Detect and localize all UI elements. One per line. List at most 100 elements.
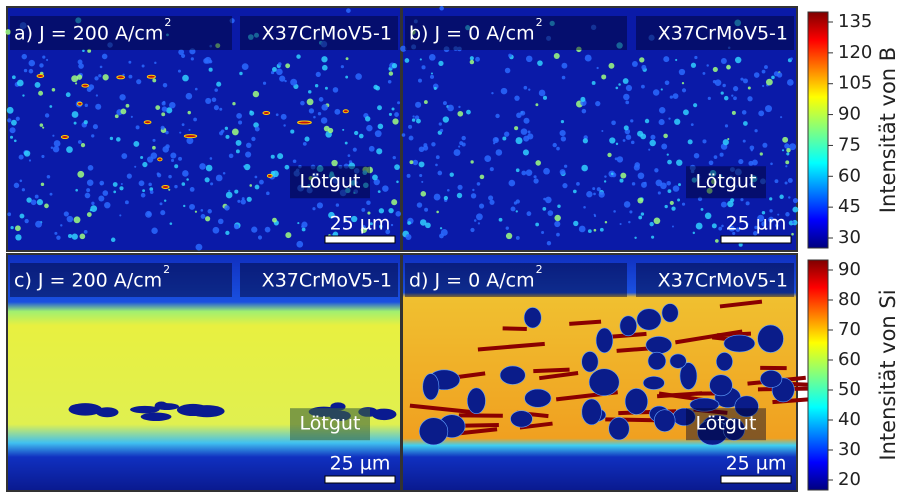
- speck: [334, 109, 340, 115]
- speck: [743, 121, 748, 126]
- grain: [609, 417, 630, 440]
- speck: [419, 146, 425, 152]
- speck: [271, 155, 275, 159]
- hotspot: [267, 174, 272, 177]
- speck: [754, 72, 760, 78]
- speck: [249, 184, 252, 187]
- speck: [592, 187, 595, 190]
- speck: [24, 69, 27, 72]
- scale-bar: [721, 236, 791, 243]
- panel-label: a) J = 200 A/cm: [14, 23, 163, 45]
- grain: [758, 325, 784, 353]
- speck: [77, 171, 84, 178]
- speck: [579, 226, 586, 233]
- speck: [168, 189, 170, 191]
- speck: [791, 233, 794, 236]
- speck: [535, 223, 539, 227]
- void: [155, 402, 168, 410]
- speck: [765, 105, 772, 112]
- speck: [178, 49, 184, 55]
- speck: [653, 89, 660, 96]
- speck: [17, 80, 24, 87]
- speck: [493, 142, 495, 144]
- hotspot: [61, 136, 68, 139]
- speck: [474, 219, 477, 222]
- speck: [316, 72, 321, 77]
- speck: [161, 126, 165, 130]
- speck: [226, 192, 233, 199]
- speck: [586, 191, 592, 197]
- speck: [649, 222, 653, 226]
- speck: [366, 200, 371, 205]
- speck: [266, 192, 270, 196]
- speck: [667, 160, 672, 165]
- speck: [678, 183, 681, 186]
- speck: [405, 58, 410, 63]
- hotspot: [298, 121, 312, 124]
- speck: [666, 181, 671, 186]
- speck: [516, 210, 518, 212]
- speck: [318, 112, 321, 115]
- speck: [51, 147, 53, 149]
- speck: [520, 111, 525, 116]
- speck: [764, 65, 768, 69]
- speck: [493, 137, 499, 143]
- tick-label: 50: [838, 379, 861, 400]
- speck: [15, 234, 21, 240]
- speck: [346, 57, 349, 60]
- speck: [421, 191, 427, 197]
- speck: [454, 149, 461, 156]
- speck: [620, 173, 626, 179]
- speck: [506, 233, 512, 239]
- speck: [186, 137, 193, 144]
- speck: [437, 171, 442, 176]
- speck: [526, 56, 532, 62]
- material-label: X37CrMoV5-1: [658, 23, 788, 45]
- speck: [679, 69, 685, 75]
- speck: [542, 207, 546, 211]
- speck: [748, 87, 751, 90]
- speck: [439, 6, 444, 11]
- speck: [640, 133, 646, 139]
- speck: [457, 111, 463, 117]
- speck: [562, 183, 567, 188]
- speck: [457, 193, 462, 198]
- speck: [648, 149, 650, 151]
- speck: [345, 142, 348, 145]
- speck: [129, 75, 133, 79]
- speck: [488, 195, 493, 200]
- speck: [213, 227, 220, 234]
- grain: [654, 410, 675, 432]
- speck: [605, 221, 607, 223]
- speck: [601, 74, 606, 79]
- panel-label-sup: 2: [536, 263, 543, 276]
- speck: [412, 118, 415, 121]
- speck: [545, 197, 552, 204]
- colorbar: [808, 12, 828, 248]
- speck: [732, 111, 736, 115]
- speck: [39, 63, 43, 67]
- speck: [195, 88, 198, 91]
- speck: [174, 164, 178, 168]
- speck: [564, 165, 567, 168]
- speck: [658, 191, 661, 194]
- speck: [670, 201, 674, 205]
- speck: [272, 170, 279, 177]
- speck: [407, 221, 411, 225]
- speck: [186, 93, 193, 100]
- speck: [121, 153, 127, 159]
- speck: [654, 168, 658, 172]
- speck: [523, 149, 529, 155]
- speck: [472, 189, 474, 191]
- speck: [201, 214, 206, 219]
- speck: [228, 190, 230, 192]
- speck: [189, 204, 195, 210]
- speck: [682, 88, 686, 92]
- speck: [620, 223, 622, 225]
- speck: [325, 87, 328, 90]
- speck: [618, 83, 621, 86]
- hotspot: [162, 185, 169, 188]
- tick-label: 30: [838, 227, 861, 248]
- speck: [116, 137, 121, 142]
- speck: [478, 222, 480, 224]
